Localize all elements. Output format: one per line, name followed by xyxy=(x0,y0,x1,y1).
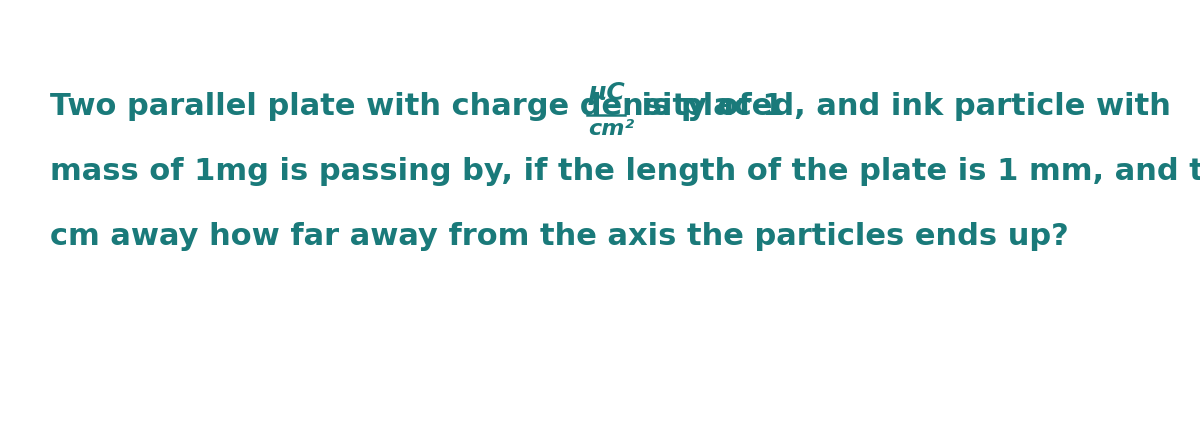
Text: μC: μC xyxy=(589,81,625,105)
Text: cm away how far away from the axis the particles ends up?: cm away how far away from the axis the p… xyxy=(50,222,1069,251)
Text: mass of 1mg is passing by, if the length of the plate is 1 mm, and the screen is: mass of 1mg is passing by, if the length… xyxy=(50,157,1200,186)
Text: cm²: cm² xyxy=(588,119,634,139)
Text: Two parallel plate with charge density of 1: Two parallel plate with charge density o… xyxy=(50,92,784,121)
Text: is placed, and ink particle with: is placed, and ink particle with xyxy=(631,92,1171,121)
